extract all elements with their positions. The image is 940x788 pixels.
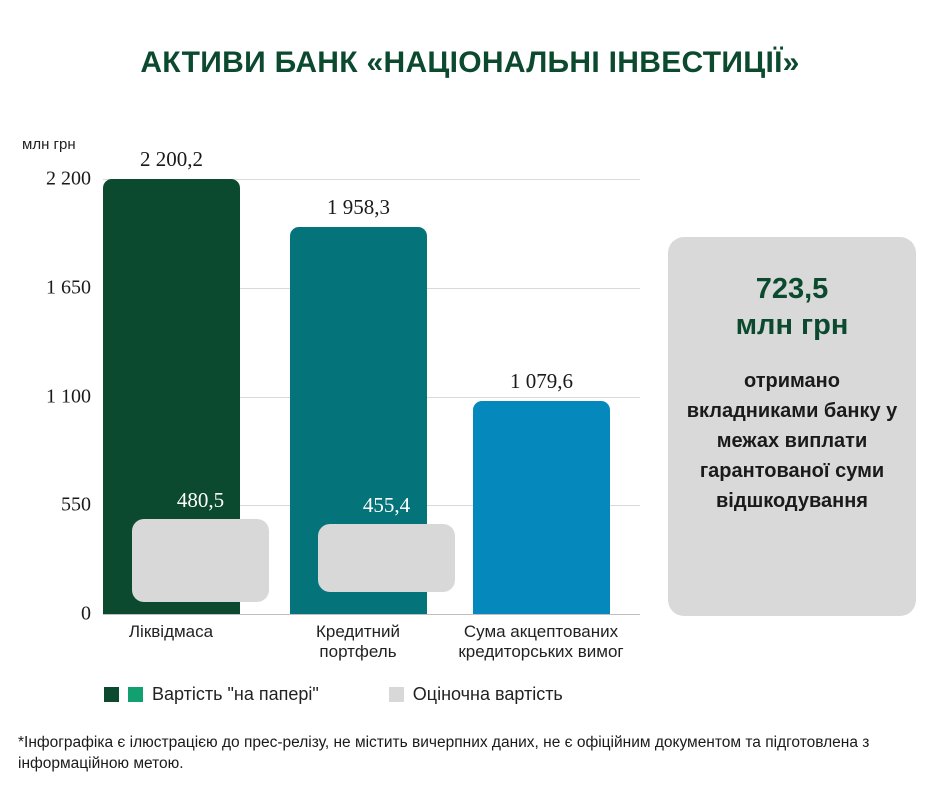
bar-value-label: 1 079,6 xyxy=(510,368,573,393)
bar-estimated-value-2[interactable]: 455,4 xyxy=(318,493,455,593)
category-label-1: Ліквідмаса xyxy=(71,622,271,642)
bar-estimated-value-1[interactable]: 480,5 xyxy=(132,488,269,603)
category-label-line: кредиторських вимог xyxy=(458,641,624,661)
callout-amount-block: 723,5 млн грн xyxy=(686,271,898,344)
chart-legend: Вартість "на папері" Оціночна вартість xyxy=(104,684,563,705)
bar-value-label: 1 958,3 xyxy=(327,194,390,219)
y-tick-label: 2 200 xyxy=(46,167,91,190)
legend-label: Оціночна вартість xyxy=(412,684,563,704)
y-tick-label: 1 650 xyxy=(46,276,91,299)
y-axis-unit-label: млн грн xyxy=(22,136,76,153)
legend-swatch-group xyxy=(104,687,143,702)
category-label-line: Кредитний xyxy=(315,622,401,641)
bar-value-label: 455,4 xyxy=(362,493,411,518)
plot-area: 2 200 1 650 1 100 550 0 2 200,2 480,5 1 … xyxy=(46,147,640,625)
callout-card: 723,5 млн грн отримано вкладниками банку… xyxy=(668,237,916,616)
category-label-2: Кредитний портфель xyxy=(258,622,458,661)
legend-label: Вартість "на папері" xyxy=(152,684,319,704)
axis-baseline: 0 xyxy=(81,603,640,625)
legend-swatch-green-icon xyxy=(128,687,143,702)
category-label-3: Сума акцептованих кредиторських вимог xyxy=(441,622,641,661)
category-label-line: портфель xyxy=(319,641,397,661)
legend-item-paper-value[interactable]: Вартість "на папері" xyxy=(104,684,319,705)
legend-item-estimated-value[interactable]: Оціночна вартість xyxy=(388,684,563,705)
legend-swatch-dark-green-icon xyxy=(104,687,119,702)
y-tick-label: 550 xyxy=(61,493,91,516)
category-label-line: Ліквідмаса xyxy=(128,622,214,641)
category-label-line: Сума акцептованих xyxy=(463,622,619,641)
page-title: АКТИВИ БАНК «НАЦІОНАЛЬНІ ІНВЕСТИЦІЇ» xyxy=(140,46,800,79)
callout-amount: 723,5 xyxy=(755,273,829,305)
y-tick-label: 0 xyxy=(81,602,91,625)
callout-description: отримано вкладниками банку у межах випла… xyxy=(686,369,898,512)
callout-amount-unit: млн грн xyxy=(735,309,849,342)
bar-chart: млн грн 2 200 1 650 1 100 550 0 2 200,2 … xyxy=(22,136,641,661)
y-tick-label: 1 100 xyxy=(46,385,91,407)
bar-paper-value-3[interactable]: 1 079,6 xyxy=(473,369,610,614)
footnote: *Інфографіка є ілюстрацією до прес-реліз… xyxy=(18,734,870,772)
gridline-2200: 2 200 xyxy=(46,168,640,190)
bar-value-label: 480,5 xyxy=(176,488,225,513)
legend-swatch-grey-icon xyxy=(388,687,404,702)
bar-value-label: 2 200,2 xyxy=(140,147,203,171)
